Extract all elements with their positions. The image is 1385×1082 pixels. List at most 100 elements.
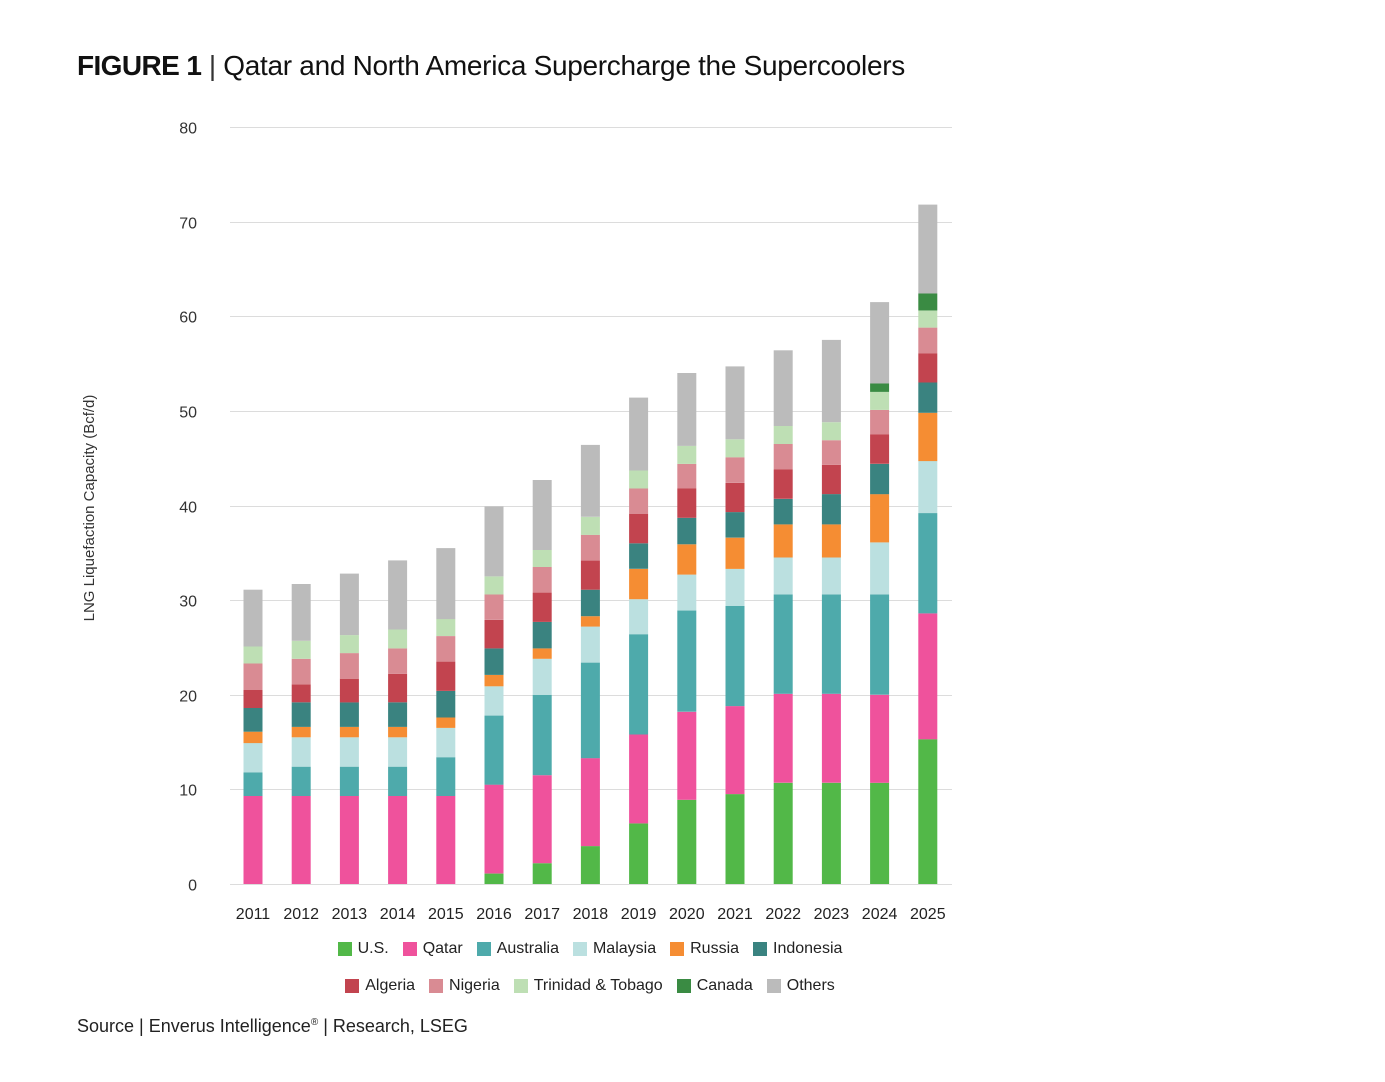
x-tick-label: 2013 — [332, 906, 368, 923]
bar-segment-trinidad-tobago-2017 — [532, 550, 552, 567]
legend-item-u-s-: U.S. — [337, 940, 389, 958]
bar-segment-qatar-2014 — [388, 796, 408, 884]
y-tick-label: 30 — [179, 594, 197, 611]
bar-segment-u-s--2023 — [821, 782, 841, 884]
bar-segment-australia-2025 — [918, 513, 938, 614]
legend-swatch — [337, 942, 352, 956]
bar-segment-indonesia-2020 — [677, 517, 697, 545]
bar-segment-u-s--2016 — [484, 873, 504, 884]
bar-segment-qatar-2023 — [821, 693, 841, 783]
bar-segment-trinidad-tobago-2023 — [821, 422, 841, 441]
x-tick-label: 2011 — [236, 906, 271, 923]
bar-segment-indonesia-2017 — [532, 621, 552, 649]
bar-segment-u-s--2021 — [725, 794, 745, 884]
bar-segment-trinidad-tobago-2020 — [677, 445, 697, 464]
bar-segment-indonesia-2014 — [388, 702, 408, 727]
x-tick-label: 2024 — [862, 906, 898, 923]
bar-segment-trinidad-tobago-2013 — [339, 635, 359, 654]
title-separator: | — [208, 50, 216, 81]
bar-segment-qatar-2025 — [918, 613, 938, 740]
x-tick-label: 2016 — [476, 906, 512, 923]
y-tick-label: 70 — [179, 216, 197, 233]
bar-segment-others-2017 — [532, 480, 552, 550]
legend-swatch — [513, 979, 528, 993]
bar-segment-russia-2011 — [243, 731, 263, 744]
legend-swatch — [766, 979, 781, 993]
legend-label: Qatar — [422, 940, 463, 957]
bar-stack-2023 — [821, 339, 841, 884]
bar-segment-malaysia-2024 — [870, 542, 890, 595]
bar-segment-russia-2016 — [484, 674, 504, 687]
bar-segment-canada-2025 — [918, 293, 938, 311]
bar-stack-2011 — [243, 589, 263, 884]
bar-segment-malaysia-2023 — [821, 557, 841, 595]
legend-swatch — [670, 942, 685, 956]
legend-swatch — [572, 942, 587, 956]
bar-segment-algeria-2019 — [629, 514, 649, 544]
bar-segment-indonesia-2019 — [629, 543, 649, 569]
bar-segment-australia-2013 — [339, 766, 359, 796]
source-prefix: Source | Enverus Intelligence — [77, 1016, 311, 1036]
bar-segment-u-s--2024 — [870, 782, 890, 884]
bar-stack-2019 — [629, 397, 649, 884]
legend-row-1: U.S. Qatar Australia Malaysia Russia Indonesi… — [0, 940, 1180, 958]
bar-segment-nigeria-2023 — [821, 440, 841, 465]
bar-segment-algeria-2013 — [339, 678, 359, 703]
legend-label: U.S. — [357, 940, 389, 957]
bar-segment-australia-2012 — [291, 766, 311, 796]
bar-segment-australia-2016 — [484, 715, 504, 785]
y-tick-label: 20 — [179, 689, 197, 706]
legend-label: Algeria — [365, 977, 416, 994]
bar-segment-nigeria-2017 — [532, 567, 552, 593]
bar-segment-indonesia-2013 — [339, 702, 359, 727]
bar-segment-australia-2019 — [629, 634, 649, 735]
bar-segment-algeria-2014 — [388, 673, 408, 703]
bar-segment-russia-2013 — [339, 726, 359, 738]
legend-item-indonesia: Indonesia — [753, 940, 842, 958]
bar-segment-u-s--2018 — [580, 846, 600, 884]
bar-segment-nigeria-2014 — [388, 648, 408, 674]
bar-segment-trinidad-tobago-2019 — [629, 470, 649, 489]
x-tick-label: 2025 — [910, 906, 946, 923]
bar-segment-russia-2023 — [821, 524, 841, 558]
bar-segment-russia-2025 — [918, 412, 938, 462]
legend-swatch — [429, 979, 444, 993]
bar-segment-nigeria-2011 — [243, 663, 263, 690]
bar-segment-u-s--2020 — [677, 799, 697, 884]
legend-swatch — [402, 942, 417, 956]
bar-segment-indonesia-2025 — [918, 382, 938, 413]
bar-segment-u-s--2017 — [532, 863, 552, 884]
bar-segment-trinidad-tobago-2014 — [388, 629, 408, 649]
bar-segment-australia-2023 — [821, 594, 841, 694]
bar-segment-qatar-2018 — [580, 758, 600, 847]
legend-item-australia: Australia — [476, 940, 559, 958]
bar-segment-trinidad-tobago-2012 — [291, 640, 311, 659]
legend-item-qatar: Qatar — [402, 940, 463, 958]
bar-segment-indonesia-2021 — [725, 512, 745, 538]
bar-segment-indonesia-2022 — [773, 498, 793, 525]
y-tick-label: 40 — [179, 500, 197, 517]
bar-segment-nigeria-2025 — [918, 327, 938, 354]
bar-segment-indonesia-2023 — [821, 494, 841, 525]
bar-segment-others-2023 — [821, 339, 841, 423]
bar-segment-algeria-2017 — [532, 592, 552, 622]
bar-stack-2012 — [291, 584, 311, 884]
bar-segment-russia-2022 — [773, 524, 793, 558]
bar-segment-trinidad-tobago-2011 — [243, 646, 263, 664]
figure-title-text: Qatar and North America Supercharge the … — [223, 50, 905, 81]
bar-segment-indonesia-2011 — [243, 708, 263, 732]
bar-segment-algeria-2018 — [580, 560, 600, 590]
bar-segment-malaysia-2015 — [436, 727, 456, 758]
bar-segment-indonesia-2024 — [870, 463, 890, 495]
x-tick-label: 2023 — [814, 906, 850, 923]
bar-segment-australia-2017 — [532, 694, 552, 776]
bar-segment-qatar-2011 — [243, 796, 263, 884]
bar-segment-algeria-2022 — [773, 469, 793, 499]
bar-segment-russia-2018 — [580, 616, 600, 627]
legend-swatch — [345, 979, 360, 993]
bar-segment-algeria-2024 — [870, 434, 890, 464]
bar-segment-australia-2020 — [677, 610, 697, 712]
bar-segment-malaysia-2019 — [629, 599, 649, 635]
bar-segment-trinidad-tobago-2018 — [580, 516, 600, 535]
bar-segment-others-2015 — [436, 548, 456, 620]
